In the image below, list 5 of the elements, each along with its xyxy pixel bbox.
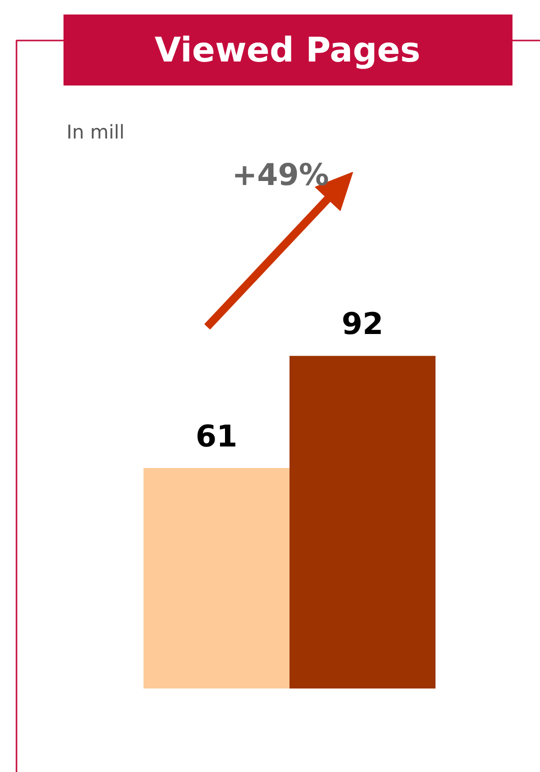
data-label: 92 — [342, 307, 384, 342]
data-label: 61 — [196, 419, 238, 454]
chart-title: Viewed Pages — [154, 30, 420, 70]
text: +49% — [232, 158, 329, 193]
chart-subtitle: In mill — [66, 122, 125, 144]
